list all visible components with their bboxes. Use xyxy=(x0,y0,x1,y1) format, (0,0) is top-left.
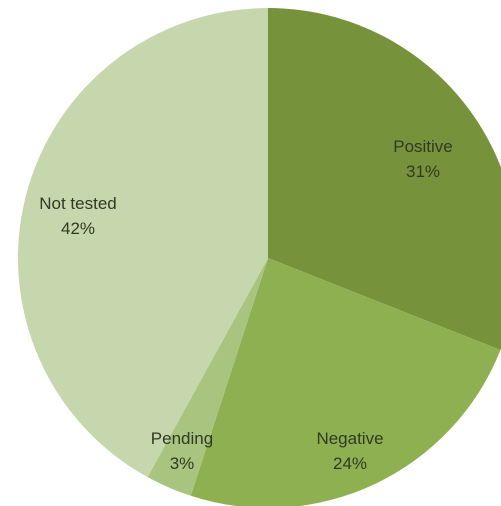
slice-label-positive: Positive xyxy=(393,137,453,156)
slice-value-pending: 3% xyxy=(170,454,195,473)
pie-slice-not-tested xyxy=(17,8,269,478)
slice-value-not-tested: 42% xyxy=(61,219,95,238)
slice-label-not-tested: Not tested xyxy=(39,194,117,213)
pie-slices xyxy=(17,8,501,506)
slice-value-negative: 24% xyxy=(333,454,367,473)
slice-label-pending: Pending xyxy=(151,429,213,448)
pie-slice-positive xyxy=(268,8,501,351)
pie-slice-pending xyxy=(147,258,268,496)
pie-labels: Positive 31% Negative 24% Pending 3% Not teste… xyxy=(39,137,453,473)
slice-label-negative: Negative xyxy=(316,429,383,448)
slice-value-positive: 31% xyxy=(406,162,440,181)
pie-slice-negative xyxy=(190,258,501,506)
